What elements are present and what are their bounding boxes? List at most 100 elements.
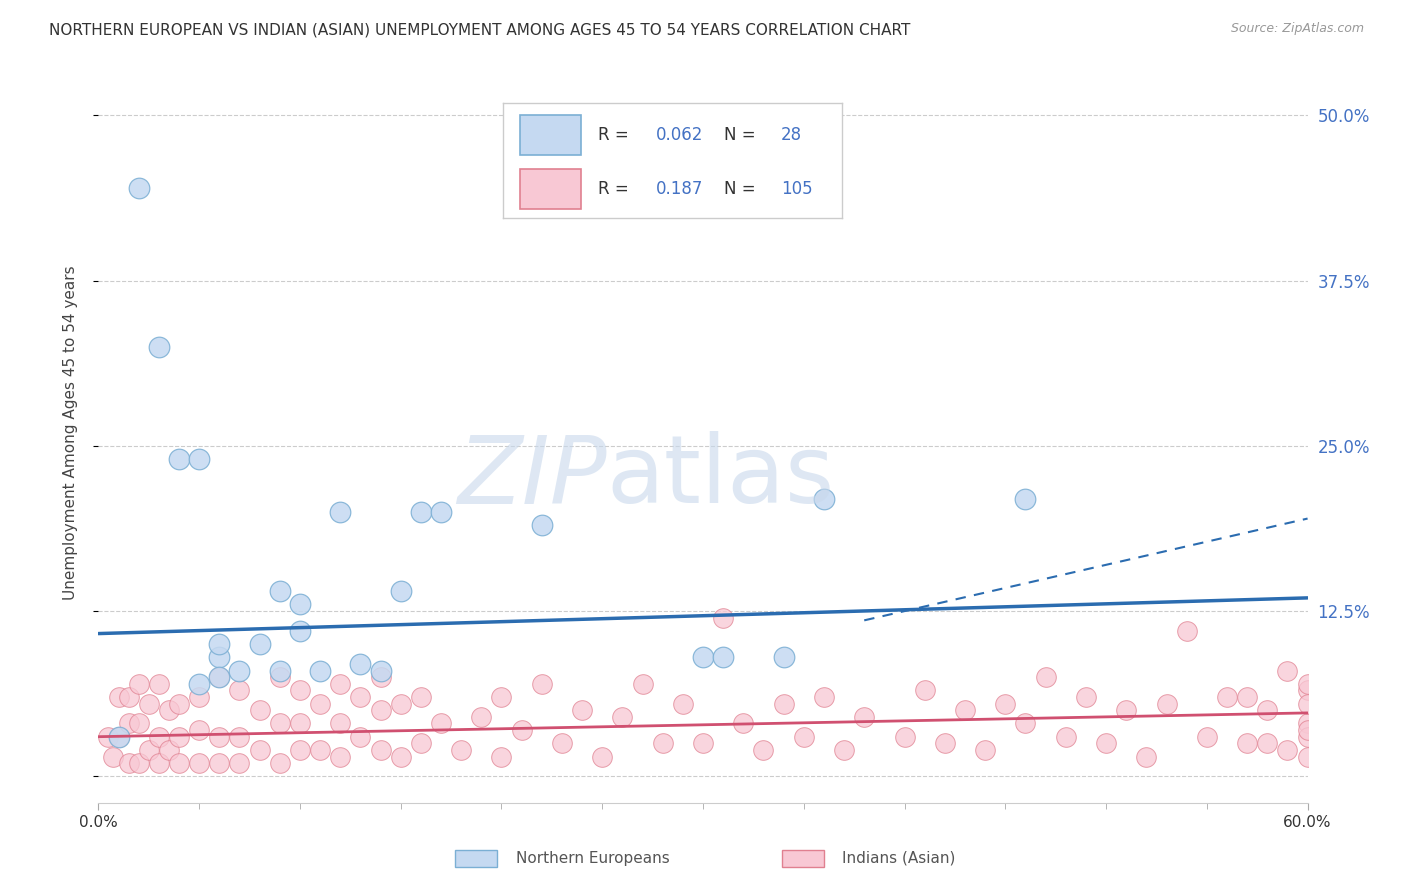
Point	[128, 677, 150, 691]
Point	[167, 452, 190, 467]
Point	[208, 670, 231, 684]
Point	[269, 670, 291, 684]
Point	[994, 697, 1017, 711]
Point	[349, 690, 371, 704]
Point	[591, 749, 613, 764]
Point	[389, 749, 412, 764]
Point	[772, 650, 794, 665]
Point	[389, 584, 412, 599]
Point	[1296, 683, 1319, 698]
Point	[1256, 736, 1278, 750]
Point	[692, 650, 714, 665]
Point	[269, 584, 291, 599]
Point	[208, 670, 231, 684]
Point	[974, 743, 997, 757]
Text: ZIP: ZIP	[457, 432, 606, 523]
Point	[138, 743, 160, 757]
Point	[1277, 743, 1299, 757]
Point	[138, 697, 160, 711]
Point	[1195, 730, 1218, 744]
Point	[157, 743, 180, 757]
Point	[249, 743, 271, 757]
Point	[510, 723, 533, 737]
Point	[1296, 716, 1319, 731]
Point	[551, 736, 574, 750]
Point	[813, 491, 835, 506]
Point	[409, 505, 432, 519]
Point	[269, 716, 291, 731]
Point	[370, 703, 392, 717]
Point	[832, 743, 855, 757]
Point	[288, 624, 311, 638]
Point	[772, 697, 794, 711]
Point	[409, 736, 432, 750]
Point	[1256, 703, 1278, 717]
Point	[167, 730, 190, 744]
Point	[651, 736, 673, 750]
Point	[107, 730, 129, 744]
Point	[269, 664, 291, 678]
Point	[148, 677, 170, 691]
Point	[208, 637, 231, 651]
Point	[128, 756, 150, 771]
Point	[1135, 749, 1157, 764]
Point	[389, 697, 412, 711]
Bar	[782, 850, 824, 867]
Point	[430, 716, 453, 731]
Point	[228, 683, 250, 698]
Point	[914, 683, 936, 698]
Point	[1277, 664, 1299, 678]
Point	[450, 743, 472, 757]
Point	[893, 730, 915, 744]
Point	[249, 637, 271, 651]
Point	[107, 730, 129, 744]
Point	[148, 340, 170, 354]
Point	[631, 677, 654, 691]
Point	[1115, 703, 1137, 717]
Point	[188, 677, 211, 691]
Point	[329, 677, 352, 691]
Text: Indians (Asian): Indians (Asian)	[842, 851, 956, 866]
Point	[329, 749, 352, 764]
Point	[409, 690, 432, 704]
Point	[1074, 690, 1097, 704]
Point	[934, 736, 956, 750]
Point	[813, 690, 835, 704]
Point	[711, 611, 734, 625]
Point	[1236, 736, 1258, 750]
Point	[1156, 697, 1178, 711]
Point	[612, 710, 634, 724]
Point	[269, 756, 291, 771]
Text: NORTHERN EUROPEAN VS INDIAN (ASIAN) UNEMPLOYMENT AMONG AGES 45 TO 54 YEARS CORRE: NORTHERN EUROPEAN VS INDIAN (ASIAN) UNEM…	[49, 22, 911, 37]
Point	[288, 683, 311, 698]
Point	[1014, 491, 1036, 506]
Point	[733, 716, 755, 731]
Point	[228, 756, 250, 771]
Point	[188, 723, 211, 737]
Point	[1296, 749, 1319, 764]
Point	[672, 697, 695, 711]
Point	[853, 710, 876, 724]
Point	[752, 743, 775, 757]
Point	[1035, 670, 1057, 684]
Point	[118, 716, 141, 731]
Text: Source: ZipAtlas.com: Source: ZipAtlas.com	[1230, 22, 1364, 36]
Point	[1095, 736, 1118, 750]
Point	[1236, 690, 1258, 704]
Point	[228, 664, 250, 678]
Point	[128, 716, 150, 731]
Point	[571, 703, 593, 717]
Point	[491, 690, 513, 704]
Point	[1296, 723, 1319, 737]
Point	[148, 756, 170, 771]
Bar	[456, 850, 498, 867]
Text: Northern Europeans: Northern Europeans	[516, 851, 669, 866]
Point	[1054, 730, 1077, 744]
Point	[118, 690, 141, 704]
Point	[329, 505, 352, 519]
Point	[101, 749, 124, 764]
Point	[349, 657, 371, 671]
Point	[793, 730, 815, 744]
Point	[370, 743, 392, 757]
Point	[1296, 697, 1319, 711]
